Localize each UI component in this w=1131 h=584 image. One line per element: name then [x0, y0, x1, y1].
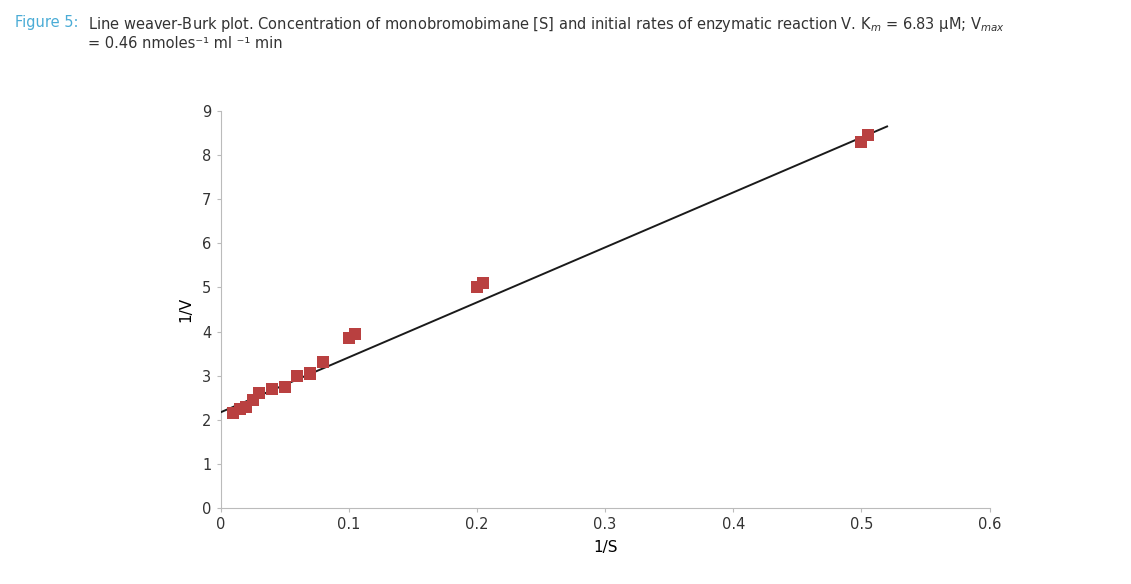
Point	[231, 404, 249, 413]
Point	[346, 329, 364, 339]
Point	[238, 402, 256, 411]
Y-axis label: 1/V: 1/V	[179, 297, 193, 322]
X-axis label: 1/S: 1/S	[593, 540, 618, 555]
Point	[288, 371, 307, 380]
Point	[250, 389, 268, 398]
Point	[262, 384, 280, 394]
Point	[276, 382, 294, 391]
Point	[853, 137, 871, 147]
Point	[474, 279, 492, 288]
Point	[858, 131, 877, 140]
Point	[314, 358, 333, 367]
Point	[301, 369, 319, 378]
Text: Figure 5:: Figure 5:	[15, 15, 78, 30]
Point	[243, 395, 261, 405]
Point	[468, 283, 486, 292]
Point	[339, 333, 357, 343]
Text: Line weaver-Burk plot. Concentration of monobromobimane [S] and initial rates of: Line weaver-Burk plot. Concentration of …	[88, 15, 1005, 51]
Point	[224, 409, 242, 418]
